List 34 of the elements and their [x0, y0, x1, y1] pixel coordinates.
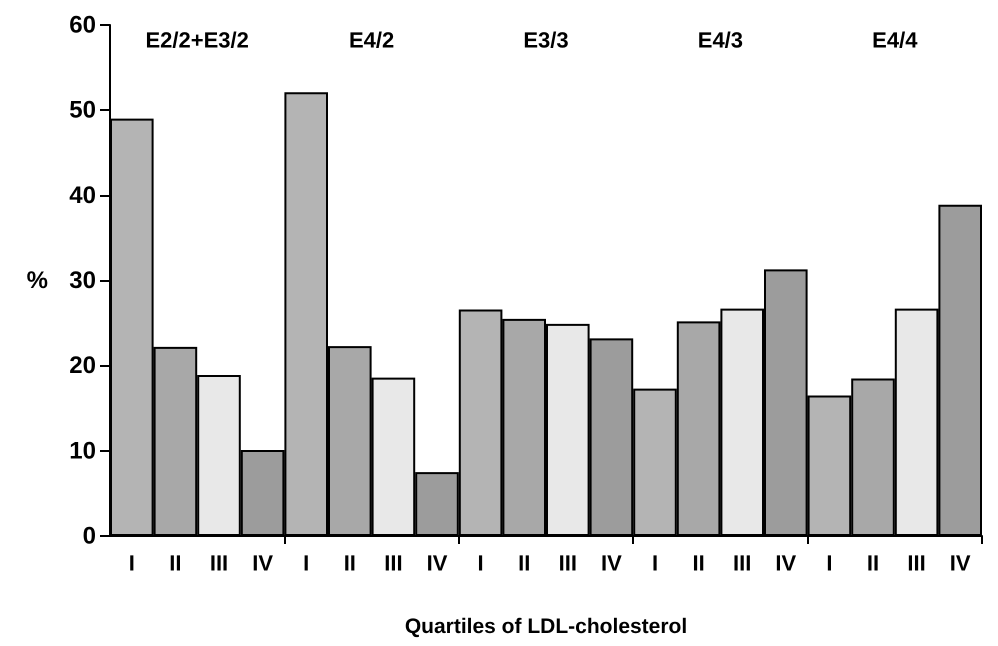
x-tick-label: I	[826, 550, 832, 576]
x-tick-label: I	[652, 550, 658, 576]
x-tick-label: II	[344, 550, 356, 576]
x-tick-label: II	[866, 550, 880, 576]
x-tick-label: II	[692, 550, 705, 576]
y-tick-label: 30	[69, 267, 96, 294]
x-axis-title: Quartiles of LDL-cholesterol	[404, 615, 688, 638]
x-tick-label: III	[733, 550, 752, 576]
y-tick-label: 60	[69, 12, 96, 38]
y-tick-label: 10	[69, 437, 96, 464]
x-tick-label: I	[478, 550, 484, 576]
y-tick-label: 20	[69, 352, 96, 380]
annotation: E4/2	[348, 28, 394, 52]
annotation: E4/4	[872, 28, 918, 52]
x-tick-label: IV	[426, 550, 448, 576]
x-tick-label: IV	[950, 550, 971, 576]
y-tick-label: 40	[69, 182, 96, 209]
x-tick-label: III	[558, 550, 577, 576]
x-tick-label: I	[303, 550, 310, 576]
x-tick-label: IV	[252, 550, 274, 576]
y-tick-label: 0	[82, 522, 96, 550]
y-tick-label: 50	[69, 96, 96, 124]
annotation: E2/2+E3/2	[146, 28, 249, 52]
x-tick-label: II	[169, 550, 182, 576]
x-tick-label: IV	[601, 550, 622, 576]
x-tick-label: IV	[775, 550, 797, 576]
x-tick-label: III	[210, 550, 228, 576]
x-tick-label: I	[128, 550, 135, 576]
y-axis-title: %	[26, 267, 48, 294]
x-tick-label: II	[518, 550, 530, 576]
annotation: E3/3	[523, 28, 569, 52]
annotation: E4/3	[698, 28, 744, 52]
x-tick-label: III	[384, 550, 403, 576]
x-tick-label: III	[907, 550, 926, 576]
